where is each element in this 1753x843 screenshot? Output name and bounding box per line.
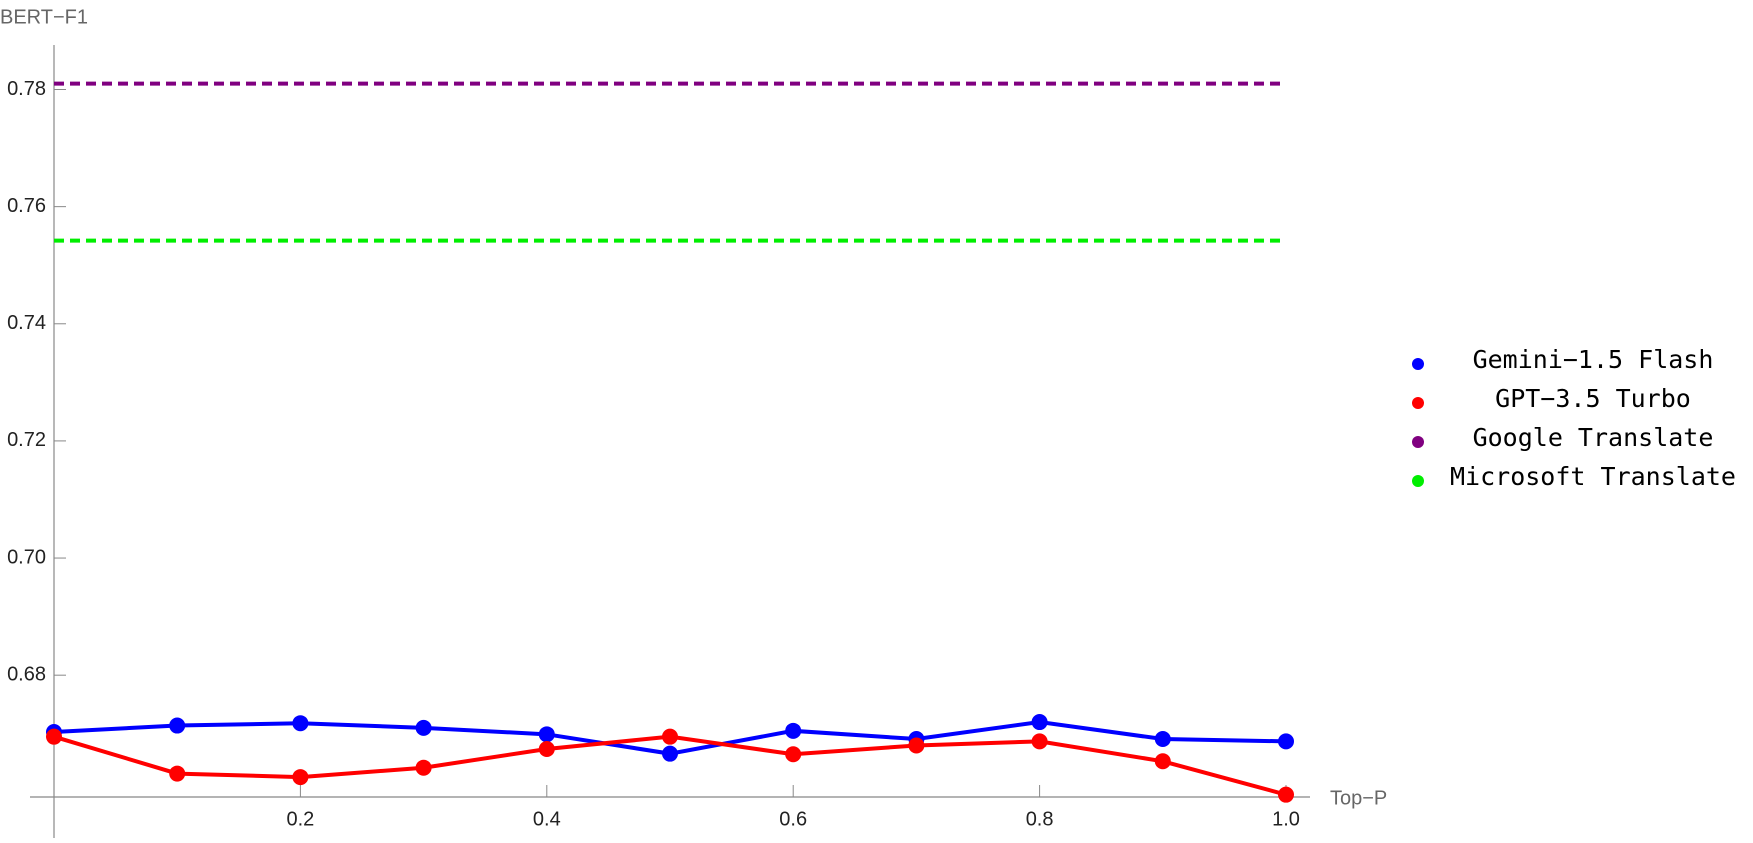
data-point bbox=[908, 737, 925, 754]
y-tick-label: 0.78 bbox=[7, 78, 46, 100]
legend-label: Gemini−1.5 Flash bbox=[1473, 345, 1714, 374]
data-point bbox=[662, 728, 678, 745]
y-tick-label: 0.70 bbox=[7, 546, 46, 568]
legend-label: Microsoft Translate bbox=[1450, 462, 1736, 491]
data-point bbox=[538, 740, 555, 757]
y-tick-label: 0.74 bbox=[7, 312, 46, 334]
data-point bbox=[1278, 786, 1294, 803]
y-tick-label: 0.72 bbox=[7, 429, 46, 451]
x-tick-label: 0.6 bbox=[779, 808, 807, 830]
data-point bbox=[415, 759, 432, 776]
data-point bbox=[785, 722, 802, 739]
data-point bbox=[538, 726, 555, 743]
y-axis-label: BERT−F1 bbox=[0, 6, 88, 28]
data-point bbox=[292, 715, 309, 732]
data-point bbox=[1031, 733, 1048, 750]
x-tick-label: 0.4 bbox=[533, 808, 561, 830]
data-point bbox=[662, 745, 678, 762]
data-point bbox=[1031, 714, 1048, 731]
legend-label: GPT−3.5 Turbo bbox=[1495, 384, 1691, 413]
x-tick-label: 0.8 bbox=[1026, 808, 1054, 830]
data-point bbox=[785, 746, 802, 763]
legend-marker bbox=[1412, 358, 1424, 370]
legend-marker bbox=[1412, 397, 1424, 409]
y-tick-label: 0.68 bbox=[7, 663, 46, 685]
data-point bbox=[169, 717, 186, 734]
data-point bbox=[1154, 753, 1171, 770]
data-point bbox=[1278, 733, 1294, 750]
data-point bbox=[46, 728, 62, 745]
x-tick-label: 0.2 bbox=[286, 808, 314, 830]
series-line bbox=[53, 734, 1287, 797]
data-point bbox=[1154, 731, 1171, 748]
x-tick-label: 1.0 bbox=[1272, 808, 1300, 830]
x-axis-label: Top−P bbox=[1330, 787, 1387, 809]
data-point bbox=[292, 769, 309, 786]
data-point bbox=[169, 765, 186, 782]
legend-marker bbox=[1412, 436, 1424, 448]
legend-marker bbox=[1412, 475, 1424, 487]
y-tick-label: 0.76 bbox=[7, 195, 46, 217]
data-point bbox=[415, 719, 432, 736]
legend-label: Google Translate bbox=[1473, 423, 1714, 452]
